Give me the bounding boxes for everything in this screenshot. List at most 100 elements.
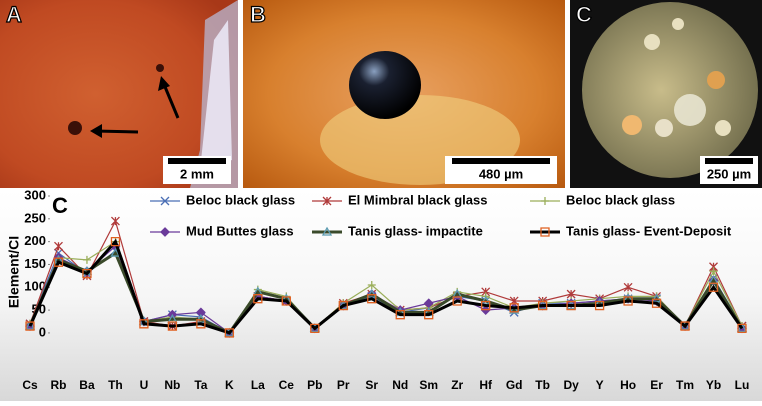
marker: [566, 289, 576, 299]
series-line: [28, 238, 744, 335]
marker: [540, 227, 550, 237]
marker: [367, 281, 376, 289]
x-tick-label: Pr: [337, 378, 350, 392]
marker: [54, 241, 63, 251]
marker: [310, 323, 320, 334]
x-tick-label: Ho: [620, 378, 636, 392]
marker: [566, 300, 576, 311]
x-tick-label: Sm: [419, 378, 438, 392]
x-tick-label: Lu: [735, 378, 750, 392]
marker: [82, 255, 91, 264]
series-line: [28, 250, 744, 335]
marker: [338, 300, 348, 311]
x-tick-label: Nb: [164, 378, 180, 392]
marker: [651, 298, 662, 308]
y-tick-label: 0: [39, 324, 46, 339]
x-tick-label: La: [251, 378, 265, 392]
marker: [139, 319, 149, 329]
marker: [480, 295, 491, 305]
marker: [594, 300, 605, 311]
y-tick-label: 200: [24, 233, 46, 248]
panel-label: A: [6, 2, 22, 27]
marker: [321, 226, 333, 236]
marker: [167, 321, 178, 331]
marker: [509, 303, 519, 313]
chart-panel-label: C: [52, 193, 68, 218]
marker: [110, 247, 121, 257]
marker: [424, 310, 434, 320]
x-tick-label: Cs: [22, 378, 38, 392]
x-tick-label: Tb: [535, 378, 550, 392]
marker: [651, 293, 662, 303]
x-tick-label: Dy: [563, 378, 579, 392]
x-tick-label: Tm: [676, 378, 694, 392]
x-tick-label: Y: [596, 378, 604, 392]
legend-label: Tanis glass- impactite: [348, 223, 483, 238]
y-tick-label: 100: [24, 279, 46, 294]
x-tick-label: Er: [650, 378, 663, 392]
marker: [623, 282, 633, 292]
x-tick-label: Ba: [79, 378, 95, 392]
y-tick-label: 150: [24, 256, 46, 271]
x-tick-label: Nd: [392, 378, 408, 392]
marker: [541, 197, 549, 205]
marker: [737, 323, 747, 334]
x-tick-label: Hf: [479, 378, 493, 392]
scale-label: 480 µm: [479, 166, 523, 181]
legend-label: Mud Buttes glass: [186, 223, 294, 238]
x-tick-label: Zr: [451, 378, 463, 392]
legend-label: Beloc black glass: [186, 192, 295, 207]
marker: [110, 236, 121, 247]
scale-label: 250 µm: [707, 166, 751, 181]
x-tick-label: U: [140, 378, 149, 392]
x-tick-label: Rb: [50, 378, 66, 392]
marker: [537, 300, 548, 311]
x-tick-label: Ta: [194, 378, 207, 392]
marker: [623, 296, 633, 306]
panel-label: C: [576, 2, 592, 27]
marker: [160, 196, 170, 206]
marker: [509, 304, 520, 314]
marker: [322, 196, 332, 206]
scale-label: 2 mm: [180, 166, 214, 181]
marker: [366, 288, 377, 298]
marker: [253, 294, 263, 304]
legend-label: Beloc black glass: [566, 192, 675, 207]
marker: [25, 321, 35, 331]
x-tick-label: Yb: [706, 378, 721, 392]
marker: [680, 321, 690, 331]
y-tick-label: 300: [24, 187, 46, 202]
series: [25, 236, 747, 338]
x-tick-label: K: [225, 378, 234, 392]
marker: [481, 300, 491, 311]
photo-a: [0, 0, 238, 188]
y-axis-label: Element/CI: [6, 236, 22, 308]
chart-background: [0, 190, 762, 401]
photo-c: [570, 0, 762, 188]
marker: [281, 296, 291, 306]
marker: [395, 310, 405, 320]
photo-b: [243, 0, 565, 188]
x-tick-label: Ce: [279, 378, 295, 392]
marker: [82, 268, 92, 279]
marker: [367, 294, 377, 304]
marker: [24, 320, 36, 330]
panel-label: B: [250, 2, 266, 27]
marker: [53, 257, 64, 267]
x-tick-label: Gd: [506, 378, 523, 392]
x-tick-label: Sr: [365, 378, 378, 392]
legend-label: Tanis glass- Event-Deposit: [566, 223, 732, 238]
y-tick-label: 250: [24, 210, 46, 225]
marker: [452, 296, 462, 306]
marker: [224, 328, 235, 338]
marker: [110, 216, 120, 226]
legend-label: El Mimbral black glass: [348, 192, 487, 207]
marker: [708, 282, 719, 292]
marker: [160, 227, 170, 237]
marker: [709, 267, 718, 276]
marker: [196, 319, 206, 329]
marker: [195, 313, 207, 323]
x-tick-label: Pb: [307, 378, 322, 392]
x-tick-label: Th: [108, 378, 123, 392]
